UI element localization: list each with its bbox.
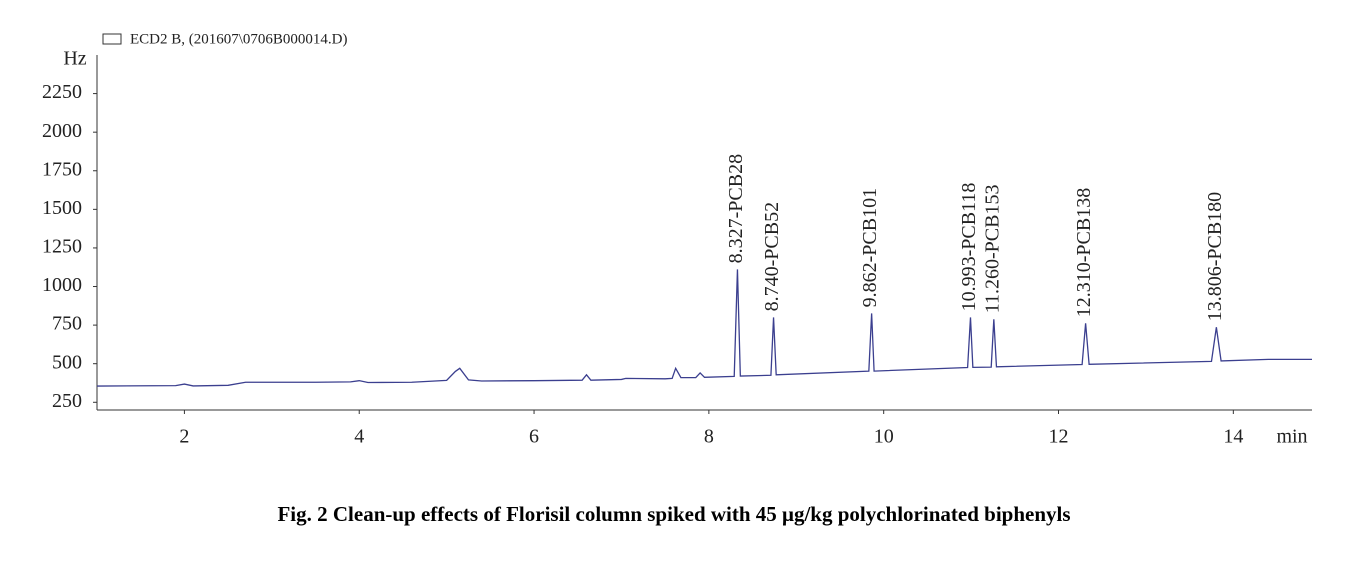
y-tick-label: 250 [52,390,82,412]
peak-label: 12.310-PCB138 [1073,188,1095,317]
y-tick-label: 2000 [42,120,82,142]
x-tick-label: 14 [1223,426,1243,448]
y-tick-label: 500 [52,351,82,373]
y-tick-label: 750 [52,313,82,335]
peak-label: 11.260-PCB153 [981,185,1003,314]
y-tick-label: 2250 [42,81,82,103]
x-tick-label: 6 [529,426,539,448]
x-tick-label: 8 [704,426,714,448]
x-tick-label: 12 [1049,426,1069,448]
chart-title: Fig. 2 Clean-up effects of Florisil colu… [277,502,1070,526]
legend-swatch [102,33,122,45]
peak-label: 13.806-PCB180 [1204,192,1226,321]
x-tick-label: 4 [354,426,364,448]
y-tick-label: 1000 [42,274,82,296]
peak-label: 8.327-PCB28 [725,154,747,263]
y-axis-label: Hz [63,48,86,70]
legend-label: ECD2 B, (201607\0706B000014.D) [130,31,348,47]
chromatogram-line [96,269,1312,387]
x-tick-label: 10 [874,426,894,448]
x-axis-label: min [1276,426,1307,448]
y-tick-label: 1250 [42,236,82,258]
y-tick-label: 1500 [42,197,82,219]
y-tick-label: 1750 [42,158,82,180]
peak-label: 9.862-PCB101 [859,188,881,307]
peak-label: 8.740-PCB52 [761,202,783,311]
peak-label: 10.993-PCB118 [958,183,980,312]
x-tick-label: 2 [179,426,189,448]
